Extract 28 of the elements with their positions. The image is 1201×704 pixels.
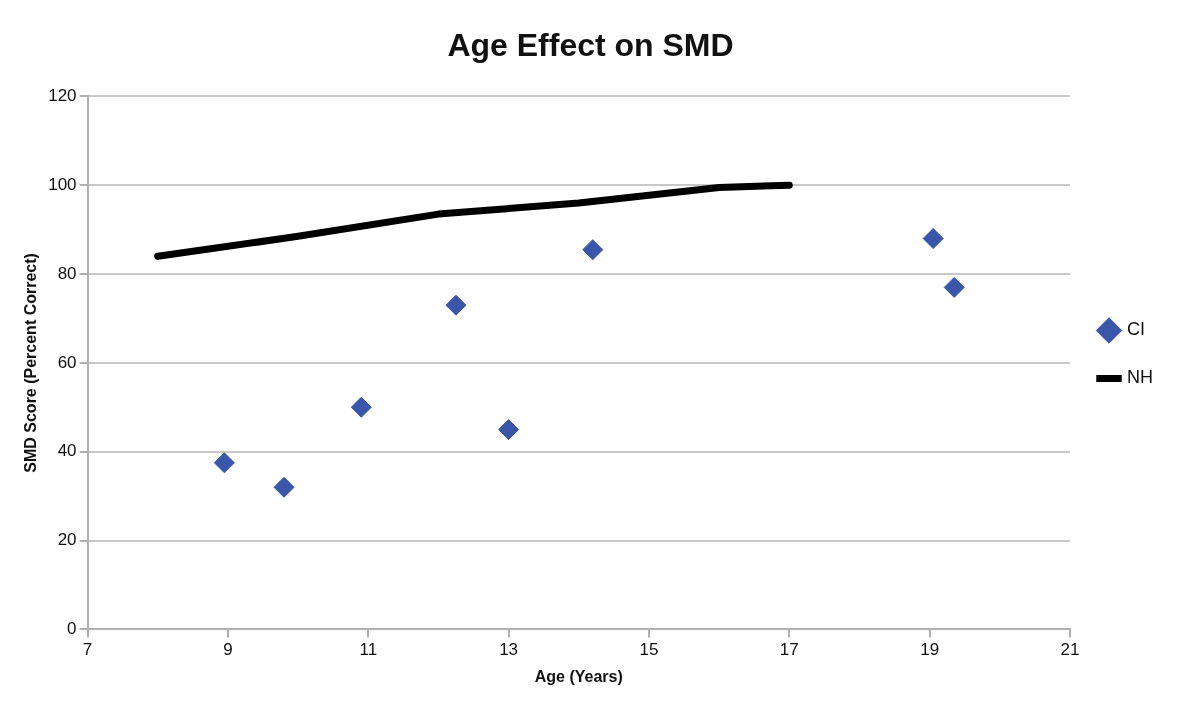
point — [445, 294, 467, 316]
point — [943, 276, 965, 298]
x-tick-label: 9 — [223, 640, 233, 660]
x-axis-title: Age (Years) — [534, 667, 623, 685]
point — [582, 239, 604, 261]
point — [498, 419, 520, 441]
point — [922, 228, 944, 250]
y-tick-label: 60 — [57, 352, 77, 372]
y-axis-title: SMD Score (Percent Correct) — [22, 253, 40, 473]
x-tick-label: 21 — [1060, 640, 1080, 660]
y-tick-label: 120 — [48, 86, 77, 106]
y-tick-label: 80 — [57, 263, 77, 283]
y-tick-label: 100 — [48, 174, 77, 194]
point — [350, 396, 372, 418]
y-tick-label: 20 — [57, 530, 77, 550]
point — [213, 452, 235, 474]
point — [273, 476, 295, 498]
x-tick-label: 11 — [359, 640, 378, 660]
legend-label: NH — [1127, 367, 1153, 388]
x-tick-label: 7 — [82, 640, 93, 660]
legend-label: CI — [1127, 319, 1145, 340]
x-tick-label: 17 — [779, 640, 799, 660]
y-tick-label: 40 — [57, 441, 77, 461]
x-tick-label: 13 — [499, 640, 519, 660]
x-tick-label: 15 — [639, 640, 659, 660]
chart-title: Age Effect on SMD — [447, 27, 734, 64]
y-tick-label: 0 — [67, 619, 77, 639]
x-tick-label: 19 — [920, 640, 940, 660]
